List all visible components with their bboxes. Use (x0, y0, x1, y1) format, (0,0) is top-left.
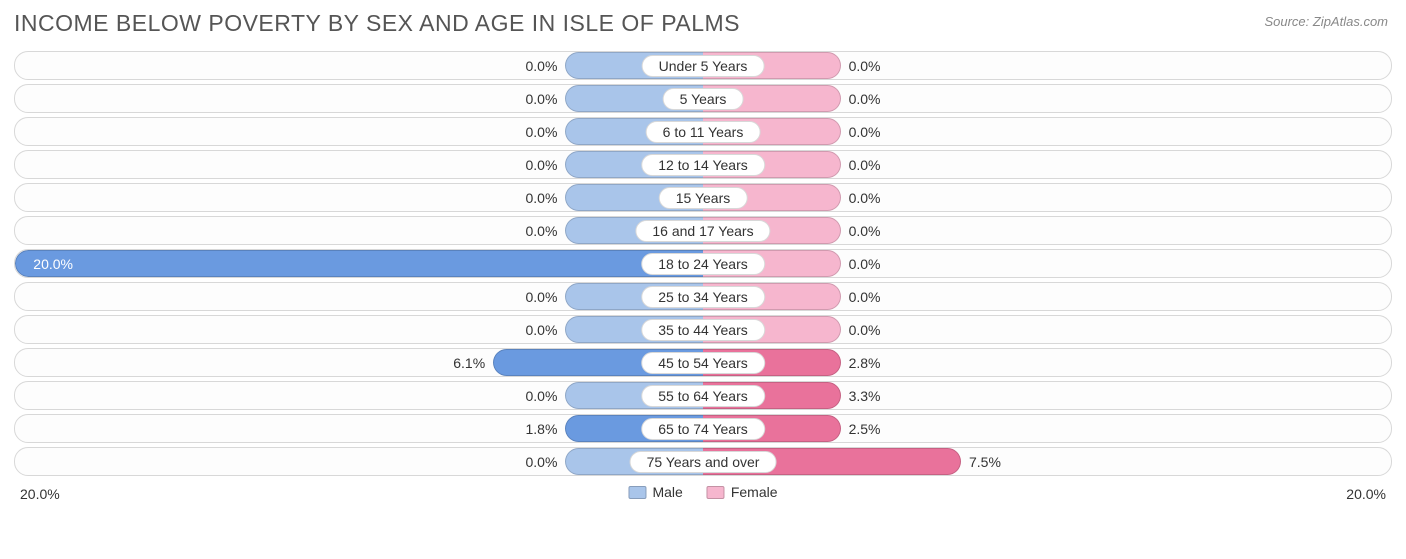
male-value-label: 0.0% (525, 388, 557, 404)
axis-label-left: 20.0% (20, 486, 60, 502)
female-value-label: 3.3% (849, 388, 881, 404)
category-label: Under 5 Years (642, 55, 765, 77)
legend-label-female: Female (731, 484, 778, 500)
chart-row: 0.0% 0.0% 5 Years (14, 84, 1392, 113)
male-value-label: 0.0% (525, 223, 557, 239)
category-label: 75 Years and over (630, 451, 777, 473)
male-value-label: 6.1% (453, 355, 485, 371)
chart-row: 0.0% 0.0% 16 and 17 Years (14, 216, 1392, 245)
chart-row: 0.0% 0.0% 25 to 34 Years (14, 282, 1392, 311)
category-label: 65 to 74 Years (641, 418, 765, 440)
male-value-label: 0.0% (525, 190, 557, 206)
female-value-label: 2.5% (849, 421, 881, 437)
female-value-label: 2.8% (849, 355, 881, 371)
chart-row: 1.8% 2.5% 65 to 74 Years (14, 414, 1392, 443)
chart-row: 0.0% 3.3% 55 to 64 Years (14, 381, 1392, 410)
female-value-label: 0.0% (849, 289, 881, 305)
chart-row: 0.0% 0.0% Under 5 Years (14, 51, 1392, 80)
category-label: 45 to 54 Years (641, 352, 765, 374)
chart-row: 0.0% 7.5% 75 Years and over (14, 447, 1392, 476)
female-value-label: 0.0% (849, 322, 881, 338)
female-value-label: 0.0% (849, 190, 881, 206)
male-value-label: 0.0% (525, 91, 557, 107)
legend-swatch-female (707, 486, 725, 499)
legend-label-male: Male (652, 484, 682, 500)
category-label: 5 Years (663, 88, 744, 110)
tornado-chart: 0.0%0.0%Under 5 Years0.0%0.0%5 Years0.0%… (14, 51, 1392, 476)
legend-item-male: Male (628, 484, 682, 500)
legend-item-female: Female (707, 484, 778, 500)
male-value-label: 1.8% (525, 421, 557, 437)
male-value-label: 0.0% (525, 157, 557, 173)
category-label: 6 to 11 Years (646, 121, 761, 143)
chart-row: 6.1% 2.8% 45 to 54 Years (14, 348, 1392, 377)
category-label: 15 Years (659, 187, 748, 209)
source-attribution: Source: ZipAtlas.com (1264, 14, 1388, 29)
male-value-label: 0.0% (525, 58, 557, 74)
female-value-label: 0.0% (849, 91, 881, 107)
legend: Male Female (628, 484, 777, 500)
male-bar (15, 250, 703, 277)
chart-row: 0.0% 0.0% 35 to 44 Years (14, 315, 1392, 344)
category-label: 55 to 64 Years (641, 385, 765, 407)
female-value-label: 0.0% (849, 256, 881, 272)
male-value-label: 0.0% (525, 124, 557, 140)
category-label: 12 to 14 Years (641, 154, 765, 176)
male-value-label: 0.0% (525, 322, 557, 338)
category-label: 25 to 34 Years (641, 286, 765, 308)
male-value-label: 0.0% (525, 289, 557, 305)
male-value-label: 0.0% (525, 454, 557, 470)
female-value-label: 0.0% (849, 124, 881, 140)
male-value-label: 20.0% (33, 256, 73, 272)
chart-footer: 20.0% Male Female 20.0% (14, 480, 1392, 510)
female-value-label: 7.5% (969, 454, 1001, 470)
chart-row: 0.0% 0.0% 6 to 11 Years (14, 117, 1392, 146)
female-value-label: 0.0% (849, 157, 881, 173)
legend-swatch-male (628, 486, 646, 499)
category-label: 16 and 17 Years (635, 220, 770, 242)
axis-label-right: 20.0% (1346, 486, 1386, 502)
category-label: 35 to 44 Years (641, 319, 765, 341)
category-label: 18 to 24 Years (641, 253, 765, 275)
female-value-label: 0.0% (849, 223, 881, 239)
chart-row: 0.0% 0.0% 15 Years (14, 183, 1392, 212)
chart-row: 0.0% 0.0% 12 to 14 Years (14, 150, 1392, 179)
chart-title: INCOME BELOW POVERTY BY SEX AND AGE IN I… (14, 10, 1392, 37)
female-value-label: 0.0% (849, 58, 881, 74)
chart-row: 20.0% 0.0% 18 to 24 Years (14, 249, 1392, 278)
